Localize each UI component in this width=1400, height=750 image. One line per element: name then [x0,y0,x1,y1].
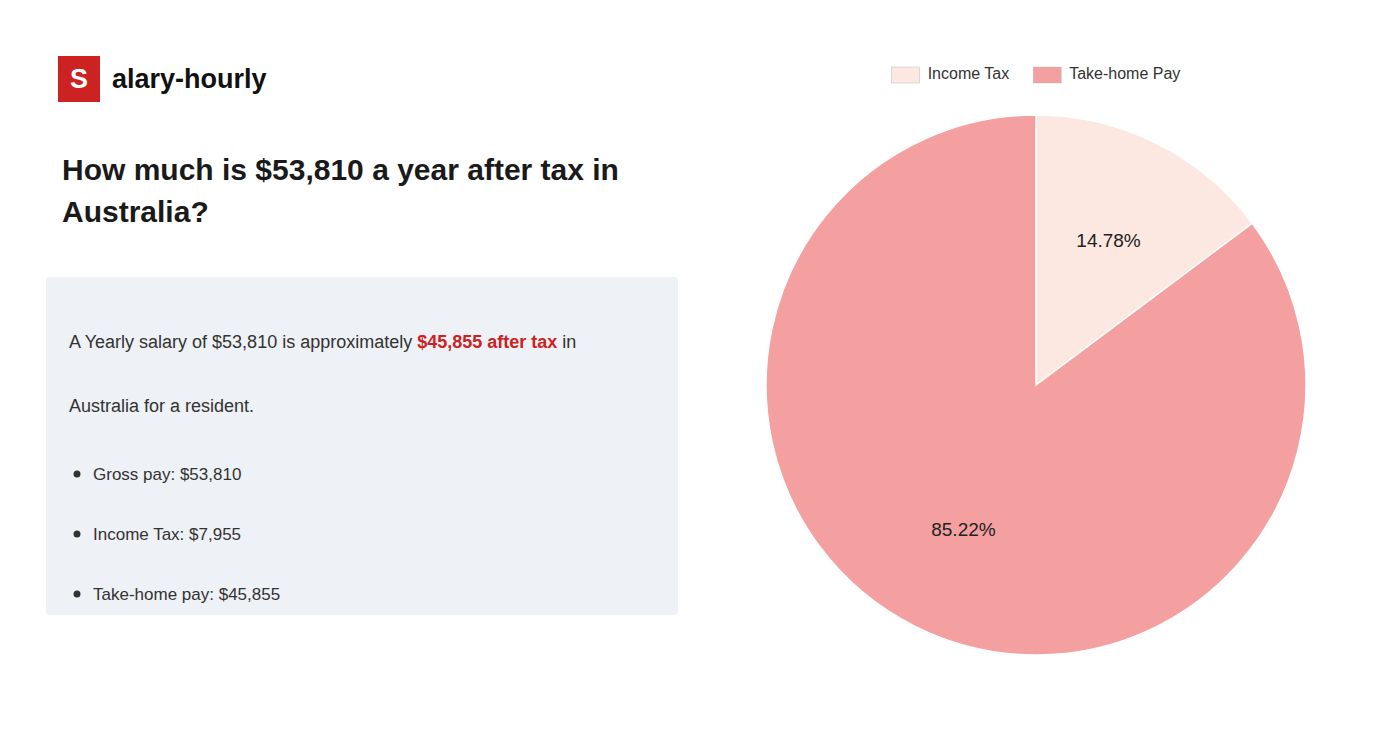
summary-text: A Yearly salary of $53,810 is approximat… [69,332,417,352]
legend: Income Tax Take-home Pay [892,65,1181,83]
logo-text: alary-hourly [112,64,267,94]
summary-highlight: $45,855 after tax [417,332,557,352]
bullet-segment: Take-home pay: $45,855 [93,585,280,604]
bullet [74,471,81,478]
summary-text: Australia for a resident. [69,396,254,416]
title-line: Australia? [62,195,209,228]
bullet-text: Income Tax: $7,955 [93,525,241,544]
logo: Salary-hourly [58,56,267,102]
data-label: 14.78% [1076,230,1141,251]
legend-item: Take-home Pay [1033,65,1180,83]
summary-line: A Yearly salary of $53,810 is approximat… [69,332,576,352]
logo-box [58,56,100,102]
legend-label: Income Tax [928,65,1010,82]
legend-label: Take-home Pay [1069,65,1180,82]
data-label: 85.22% [931,519,996,540]
chart-root: Salary-hourly How much is $53,810 a year … [0,0,1400,750]
bullet [74,531,81,538]
title-line: How much is $53,810 a year after tax in [62,153,619,186]
bullet-text: Gross pay: $53,810 [93,465,241,484]
bullet-segment: Income Tax: $7,955 [93,525,241,544]
legend-item: Income Tax [892,65,1010,83]
summary-text: in [557,332,576,352]
title: How much is $53,810 a year after tax in A… [62,153,619,228]
bullet [74,591,81,598]
legend-swatch [1033,67,1061,83]
legend-swatch [892,67,920,83]
bullet-segment: Gross pay: $53,810 [93,465,241,484]
bullet-text: Take-home pay: $45,855 [93,585,280,604]
info-box [46,277,678,615]
data-labels: 14.78% 85.22% [931,230,1141,541]
summary-line: Australia for a resident. [69,396,254,416]
pie [766,115,1306,655]
logo-mark: S [70,64,88,94]
pie-slice [766,115,1306,655]
